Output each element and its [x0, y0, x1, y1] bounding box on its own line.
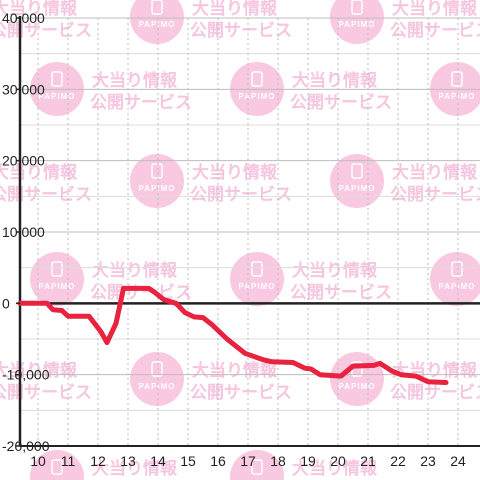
watermark-line1: 大当り情報 — [92, 458, 178, 478]
y-tick-labels: 40,000 30,000 20,000 10,000 0 -10,000 -20,000 — [2, 10, 50, 454]
watermark-line1: 大当り情報 — [192, 360, 278, 380]
x-tick-labels: 10 11 12 13 14 15 16 17 18 19 20 21 22 23 24 — [30, 453, 466, 469]
papimo-logo-icon — [330, 0, 384, 44]
phone-icon — [451, 71, 463, 87]
x-tick-label: 11 — [61, 453, 76, 469]
watermark-logo-text: PAPIMO — [339, 20, 376, 29]
y-tick-label: 20,000 — [2, 153, 45, 169]
watermark-line2: 公開サービス — [190, 21, 292, 40]
papimo-logo-icon — [130, 0, 184, 44]
phone-icon — [251, 459, 263, 475]
x-tick-label: 16 — [210, 453, 226, 469]
watermark-line1: 大当り情報 — [292, 458, 378, 478]
watermark-line2: 公開サービス — [190, 185, 292, 204]
papimo-logo-icon — [230, 252, 284, 306]
phone-icon — [51, 459, 63, 475]
phone-icon — [251, 71, 263, 87]
papimo-logo-icon — [330, 154, 384, 208]
x-tick-label: 14 — [150, 453, 166, 469]
watermark-line2: 公開サービス — [90, 283, 192, 302]
y-tick-label: 10,000 — [2, 224, 45, 240]
watermark-line1: 大当り情報 — [392, 162, 478, 182]
watermark-line2: 公開サービス — [0, 21, 92, 40]
y-tick-label: -20,000 — [2, 438, 50, 454]
papimo-logo-icon — [230, 450, 284, 480]
watermark-logo-text: PAPIMO — [139, 184, 176, 193]
phone-icon — [251, 261, 263, 277]
watermark-line1: 大当り情報 — [92, 260, 178, 280]
watermark-line1: 大当り情報 — [0, 0, 78, 18]
vertical-gridlines — [37, 18, 459, 446]
watermark-line1: 大当り情報 — [192, 162, 278, 182]
series-layer — [17, 285, 449, 385]
papimo-logo-icon — [30, 252, 84, 306]
y-tick-label: 0 — [2, 295, 10, 311]
watermark-line2: 公開サービス — [0, 185, 92, 204]
phone-icon — [151, 163, 163, 179]
watermark-line1: 大当り情報 — [292, 260, 378, 280]
watermark-line2: 公開サービス — [390, 21, 480, 40]
watermark-line2: 公開サービス — [90, 93, 192, 112]
watermark-logo-text: PAPIMO — [339, 184, 376, 193]
x-tick-label: 15 — [180, 453, 196, 469]
x-tick-label: 17 — [240, 453, 256, 469]
watermark-logo-text: PAPIMO — [339, 382, 376, 391]
papimo-logo-icon — [130, 352, 184, 406]
watermark-line2: 公開サービス — [390, 383, 480, 402]
y-tick-label: 40,000 — [2, 10, 45, 26]
phone-icon — [51, 71, 63, 87]
x-tick-label: 18 — [270, 453, 286, 469]
watermark-line2: 公開サービス — [190, 383, 292, 402]
x-tick-label: 19 — [300, 453, 316, 469]
watermark-line1: 大当り情報 — [192, 0, 278, 18]
phone-icon — [151, 0, 163, 15]
x-tick-label: 13 — [120, 453, 136, 469]
x-tick-label: 12 — [90, 453, 106, 469]
watermark-line1: 大当り情報 — [292, 70, 378, 90]
x-tick-label: 20 — [330, 453, 346, 469]
watermark-logo-text: PAPIMO — [139, 382, 176, 391]
phone-icon — [351, 163, 363, 179]
phone-icon — [51, 261, 63, 277]
x-tick-label: 24 — [450, 453, 466, 469]
watermark-logo-text: PAPIMO — [439, 282, 476, 291]
watermark-line2: 公開サービス — [390, 185, 480, 204]
watermark-line2: 公開サービス — [290, 283, 392, 302]
watermark-logo-text: PAPIMO — [139, 20, 176, 29]
phone-icon — [151, 361, 163, 377]
watermark-line1: 大当り情報 — [92, 70, 178, 90]
phone-icon — [451, 261, 463, 277]
y-tick-label: 30,000 — [2, 81, 45, 97]
papimo-logo-icon — [130, 154, 184, 208]
watermark-logo-text: PAPIMO — [239, 92, 276, 101]
papimo-logo-icon — [30, 450, 84, 480]
watermark-line1: 大当り情報 — [392, 0, 478, 18]
watermark-logo-text: PAPIMO — [39, 282, 76, 291]
watermark-logo-text: PAPIMO — [239, 282, 276, 291]
watermark-line2: 公開サービス — [0, 383, 92, 402]
watermark-line2: 公開サービス — [290, 93, 392, 112]
phone-icon — [351, 0, 363, 15]
watermark-logo-text: PAPIMO — [39, 92, 76, 101]
x-tick-label: 10 — [30, 453, 46, 469]
y-tick-label: -10,000 — [2, 367, 50, 383]
watermark-logo-text: PAPIMO — [439, 92, 476, 101]
x-tick-label: 23 — [420, 453, 436, 469]
series-line — [17, 285, 449, 385]
papimo-logo-icon — [430, 252, 480, 306]
x-tick-label: 22 — [390, 453, 406, 469]
x-tick-label: 21 — [360, 453, 376, 469]
